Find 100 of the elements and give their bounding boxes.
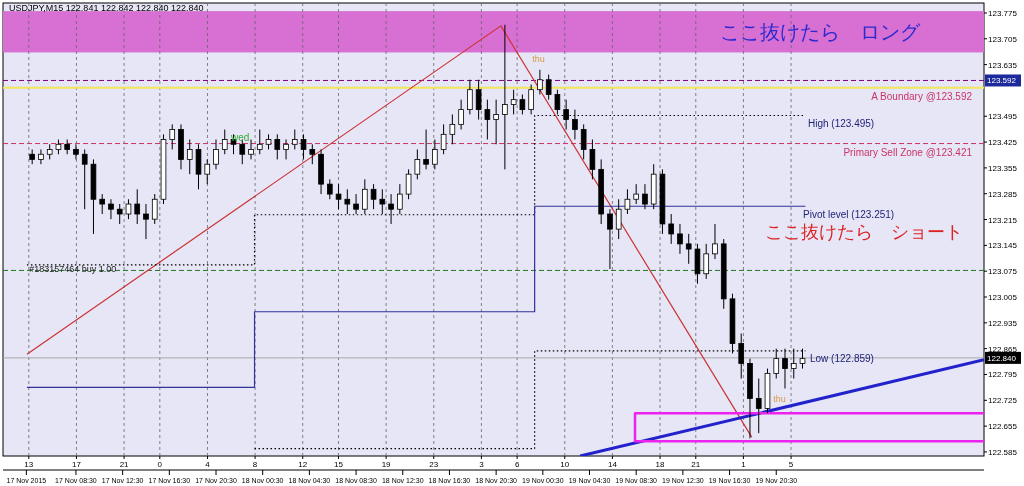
x2-tick-label: 18: [655, 460, 666, 469]
x2-tick-label: 21: [119, 460, 130, 469]
x2-tick-label: 6: [514, 460, 520, 469]
candlestick: [782, 348, 788, 389]
annotation: thu: [773, 393, 786, 404]
candlestick: [537, 69, 543, 95]
ref-line-label: 123.592: [987, 76, 1017, 86]
candlestick: [362, 178, 368, 215]
candlestick: [528, 84, 534, 115]
y-tick-label: 123.075: [988, 267, 1018, 277]
ref-line-label: Primary Sell Zone @123.421: [843, 146, 973, 158]
ref-line-label: A Boundary @123.592: [871, 90, 973, 102]
x2-tick-label: 1: [741, 460, 747, 469]
chart-title: USDJPY,M15 122.841 122.842 122.840 122.840: [9, 3, 204, 13]
candlestick: [274, 133, 281, 160]
candlestick: [790, 348, 797, 380]
candlestick: [108, 198, 114, 220]
y-tick-label: 123.425: [988, 138, 1018, 148]
candlestick: [572, 109, 578, 140]
x2-tick-label: 14: [607, 460, 618, 469]
candlestick: [703, 243, 710, 280]
candlestick: [458, 99, 464, 131]
x2-tick-label: 21: [691, 460, 701, 469]
candlestick: [388, 193, 394, 225]
candlestick: [510, 89, 517, 115]
candlestick: [607, 208, 613, 270]
candlestick: [309, 143, 316, 165]
candlestick: [685, 233, 692, 265]
x2-tick-label: 3: [479, 460, 485, 469]
candlestick: [353, 193, 359, 215]
y-tick-label: 123.635: [988, 60, 1018, 70]
candlestick: [493, 99, 499, 145]
x2-tick-label: 17: [71, 460, 82, 469]
candlestick: [642, 183, 648, 210]
x2-tick-label: 15: [334, 460, 344, 469]
candlestick: [116, 203, 123, 225]
candlestick: [545, 74, 552, 101]
candlestick: [405, 168, 412, 200]
x2-tick-label: 23: [429, 460, 439, 469]
candlestick: [502, 24, 508, 170]
candlestick: [677, 223, 683, 255]
candlestick: [327, 178, 333, 200]
candlestick: [291, 129, 298, 150]
x2-tick-label: 0: [157, 460, 163, 469]
candlestick: [519, 93, 526, 115]
candlestick: [423, 129, 429, 170]
annotation: High (123.495): [808, 118, 875, 129]
y-tick-label: 123.285: [988, 189, 1018, 199]
y-tick-label: 122.725: [988, 396, 1018, 406]
candlestick: [204, 158, 211, 185]
candlestick: [668, 213, 675, 245]
x2-tick-label: 8: [252, 460, 258, 469]
candlestick: [73, 143, 79, 160]
y-tick-label: 122.585: [988, 447, 1018, 457]
y-tick-label: 123.005: [988, 293, 1018, 303]
y-tick-label: 123.705: [988, 34, 1018, 44]
candlestick: [432, 138, 438, 170]
y-tick-label: 123.355: [988, 163, 1018, 173]
candlestick: [151, 193, 158, 225]
candlestick: [484, 99, 491, 140]
y-tick-label: 123.775: [988, 8, 1018, 18]
candlestick: [414, 148, 421, 180]
y-tick-label: 122.935: [988, 318, 1018, 328]
candlestick: [99, 193, 106, 215]
candlestick: [370, 183, 377, 210]
y-tick-label: 122.865: [988, 344, 1018, 354]
candlestick: [335, 183, 342, 210]
band-label: ここ抜けたら ロング: [720, 20, 921, 43]
candlestick: [344, 188, 351, 215]
candlestick: [186, 138, 193, 175]
annotation: Pivot level (123.251): [803, 209, 895, 220]
candlestick: [580, 123, 587, 160]
annotation: ここ抜けたら ショート: [765, 222, 963, 242]
candlestick: [440, 123, 447, 155]
y-tick-label: 123.145: [988, 241, 1018, 251]
candlestick: [125, 198, 132, 220]
candlestick: [475, 79, 482, 121]
y-tick-label: 123.215: [988, 215, 1018, 225]
candlestick: [589, 138, 596, 180]
y-tick-label: 122.655: [988, 422, 1018, 432]
candlestick: [81, 148, 88, 210]
x2-tick-label: 19: [381, 460, 392, 469]
candlestick: [38, 148, 44, 165]
ref-line-label: 122.840: [987, 353, 1017, 363]
candlestick: [169, 123, 176, 150]
candlestick: [633, 183, 639, 205]
candlestick: [467, 79, 473, 115]
candlestick: [256, 129, 263, 155]
candlestick: [134, 188, 141, 225]
annotation: thu: [532, 54, 545, 65]
x2-tick-label: 4: [205, 460, 211, 469]
x2-tick-label: 12: [298, 460, 308, 469]
candlestick: [449, 113, 456, 145]
annotation: Low (122.859): [810, 353, 874, 364]
y-tick-label: 122.795: [988, 370, 1018, 380]
candlestick: [379, 188, 386, 215]
x2-tick-label: 5: [788, 460, 794, 469]
candlestick: [554, 89, 561, 115]
y-tick-label: 123.495: [988, 112, 1018, 122]
candlestick: [248, 138, 254, 160]
